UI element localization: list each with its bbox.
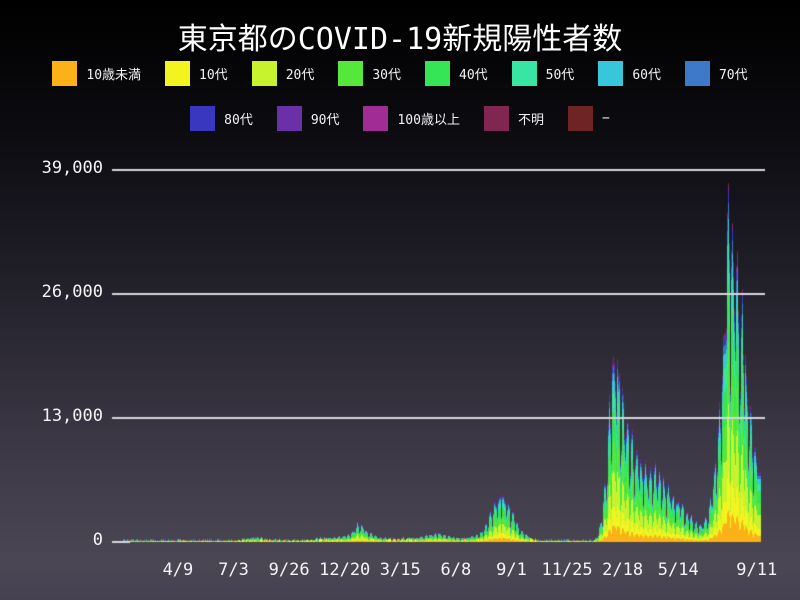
x-tick-label: 7/3 bbox=[218, 560, 249, 580]
legend-label: 30代 bbox=[372, 68, 401, 83]
y-tick-label: 13,000 bbox=[41, 406, 103, 426]
legend-label: − bbox=[601, 111, 610, 126]
legend-label: 80代 bbox=[224, 113, 253, 128]
legend-swatch bbox=[511, 61, 537, 86]
legend-swatch bbox=[251, 61, 277, 86]
legend-swatch bbox=[276, 106, 302, 131]
legend-item: 不明 bbox=[483, 106, 544, 131]
legend-item: 80代 bbox=[190, 106, 253, 131]
legend-label: 90代 bbox=[310, 113, 340, 128]
legend-row-2: 80代 90代 100歳以上 不明 − bbox=[0, 106, 800, 131]
x-tick-label: 5/14 bbox=[657, 560, 699, 580]
legend-row-1: 10歳未満 10代 20代 30代 40代 50代 60代 70代 bbox=[0, 61, 800, 86]
legend-swatch bbox=[190, 106, 216, 131]
legend-item: 40代 bbox=[425, 61, 488, 86]
y-tick-label: 26,000 bbox=[41, 282, 103, 302]
x-tick-label: 3/15 bbox=[379, 560, 421, 580]
legend-swatch bbox=[338, 61, 364, 86]
legend-swatch bbox=[483, 106, 509, 131]
x-tick-label: 9/1 bbox=[496, 560, 527, 580]
x-tick-label: 6/8 bbox=[440, 560, 472, 580]
legend-label: 70代 bbox=[718, 68, 748, 83]
legend-item: − bbox=[567, 106, 610, 131]
legend-item: 50代 bbox=[511, 61, 575, 86]
legend-swatch bbox=[598, 61, 624, 86]
legend-label: 不明 bbox=[517, 113, 544, 128]
legend-item: 30代 bbox=[338, 61, 401, 86]
legend-label: 50代 bbox=[545, 68, 575, 83]
legend-item: 90代 bbox=[276, 106, 340, 131]
x-tick-label: 9/11 bbox=[736, 560, 778, 580]
legend-label: 60代 bbox=[632, 68, 661, 83]
legend-swatch bbox=[425, 61, 450, 86]
legend-label: 10代 bbox=[199, 68, 228, 83]
legend-item: 100歳以上 bbox=[363, 106, 460, 131]
legend-swatch bbox=[684, 61, 710, 86]
x-tick-label: 12/20 bbox=[319, 560, 371, 580]
x-tick-label: 11/25 bbox=[541, 560, 593, 580]
legend-swatch bbox=[52, 61, 78, 86]
legend-label: 100歳以上 bbox=[397, 113, 460, 128]
x-tick-label: 9/26 bbox=[268, 560, 310, 580]
chart-title: 東京都のCOVID-19新規陽性者数 bbox=[177, 22, 623, 57]
x-tick-label: 2/18 bbox=[602, 560, 644, 580]
legend-item: 10歳未満 bbox=[52, 61, 141, 86]
y-tick-label: 39,000 bbox=[41, 158, 103, 178]
legend-item: 20代 bbox=[251, 61, 315, 86]
legend-swatch bbox=[567, 106, 593, 131]
legend-item: 60代 bbox=[598, 61, 661, 86]
y-tick-label: 0 bbox=[92, 530, 103, 550]
x-tick-label: 4/9 bbox=[162, 560, 194, 580]
legend-label: 40代 bbox=[459, 68, 488, 83]
legend-item: 70代 bbox=[684, 61, 748, 86]
legend-label: 20代 bbox=[285, 68, 315, 83]
legend-item: 10代 bbox=[165, 61, 228, 86]
legend-swatch bbox=[165, 61, 191, 86]
legend-swatch bbox=[363, 106, 389, 131]
legend-label: 10歳未満 bbox=[86, 68, 142, 83]
